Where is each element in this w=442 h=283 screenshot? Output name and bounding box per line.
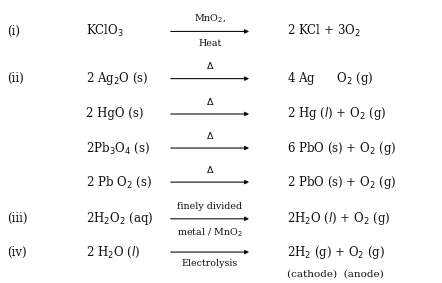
- Text: 2H$_2$O ($l$) + O$_2$ (g): 2H$_2$O ($l$) + O$_2$ (g): [287, 210, 391, 227]
- Text: 2Pb$_3$O$_4$ (s): 2Pb$_3$O$_4$ (s): [86, 140, 150, 156]
- Text: $\Delta$: $\Delta$: [206, 164, 214, 175]
- Text: 2 KCl + 3O$_2$: 2 KCl + 3O$_2$: [287, 23, 361, 40]
- Text: (cathode)  (anode): (cathode) (anode): [287, 270, 384, 279]
- Text: $\Delta$: $\Delta$: [206, 130, 214, 141]
- Text: 2 PbO (s) + O$_2$ (g): 2 PbO (s) + O$_2$ (g): [287, 173, 397, 191]
- Text: 2 H$_2$O ($l$): 2 H$_2$O ($l$): [86, 245, 140, 260]
- Text: 6 PbO (s) + O$_2$ (g): 6 PbO (s) + O$_2$ (g): [287, 140, 397, 156]
- Text: 2H$_2$O$_2$ (aq): 2H$_2$O$_2$ (aq): [86, 210, 153, 227]
- Text: 2 Hg ($l$) + O$_2$ (g): 2 Hg ($l$) + O$_2$ (g): [287, 106, 387, 123]
- Text: finely divided: finely divided: [177, 202, 243, 211]
- Text: 2H$_2$ (g) + O$_2$ (g): 2H$_2$ (g) + O$_2$ (g): [287, 244, 385, 261]
- Text: Heat: Heat: [198, 39, 221, 48]
- Text: 2 HgO (s): 2 HgO (s): [86, 108, 144, 121]
- Text: Electrolysis: Electrolysis: [182, 260, 238, 268]
- Text: $\Delta$: $\Delta$: [206, 60, 214, 71]
- Text: 4 Ag      O$_2$ (g): 4 Ag O$_2$ (g): [287, 70, 374, 87]
- Text: (iii): (iii): [7, 212, 27, 225]
- Text: 2 Ag$_2$O (s): 2 Ag$_2$O (s): [86, 70, 149, 87]
- Text: KClO$_3$: KClO$_3$: [86, 23, 124, 40]
- Text: 2 Pb O$_2$ (s): 2 Pb O$_2$ (s): [86, 175, 152, 190]
- Text: $\Delta$: $\Delta$: [206, 96, 214, 107]
- Text: MnO$_2$,: MnO$_2$,: [194, 12, 226, 24]
- Text: metal / MnO$_2$: metal / MnO$_2$: [177, 226, 243, 239]
- Text: (iv): (iv): [7, 246, 26, 259]
- Text: (ii): (ii): [7, 72, 23, 85]
- Text: (i): (i): [7, 25, 19, 38]
